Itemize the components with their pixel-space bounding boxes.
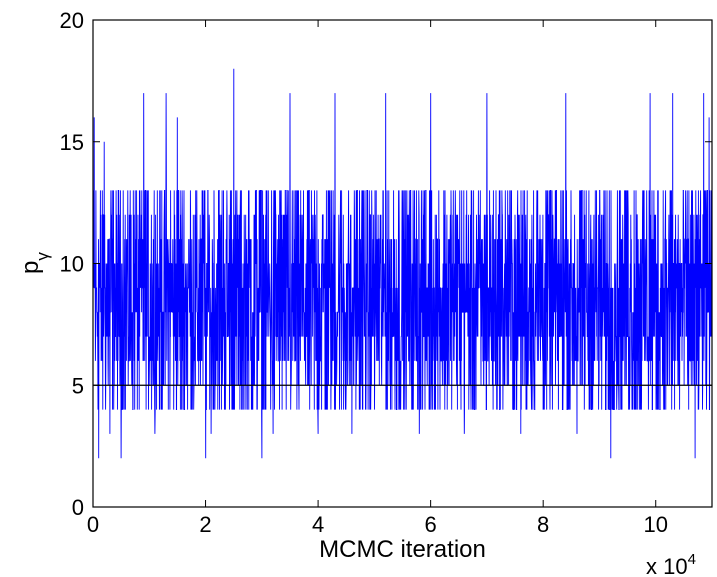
x-tick-label: 10 [643,512,667,537]
x-axis-label: MCMC iteration [319,536,486,563]
y-tick-label: 10 [60,252,84,277]
x-tick-label: 4 [312,512,324,537]
y-tick-label: 0 [72,495,84,520]
x-tick-label: 8 [537,512,549,537]
x-tick-label: 2 [199,512,211,537]
x-tick-label: 6 [425,512,437,537]
trace-series-path [92,68,713,459]
x-tick-label: 0 [87,512,99,537]
trace-line [92,68,713,459]
x-axis-multiplier-exponent: 4 [688,551,696,568]
x-axis-multiplier-base: x 10 [646,554,688,577]
y-axis-label-subscript: γ [33,252,52,261]
y-axis-label: pγ [17,252,52,274]
y-tick-label: 20 [60,8,84,33]
y-tick-label: 5 [72,373,84,398]
y-axis: 0 5 10 15 20 [60,8,712,520]
x-axis: 0 2 4 6 8 10 [87,20,668,537]
y-axis-label-main: p [17,261,44,274]
x-axis-multiplier: x 104 [646,551,696,577]
y-tick-label: 15 [60,130,84,155]
